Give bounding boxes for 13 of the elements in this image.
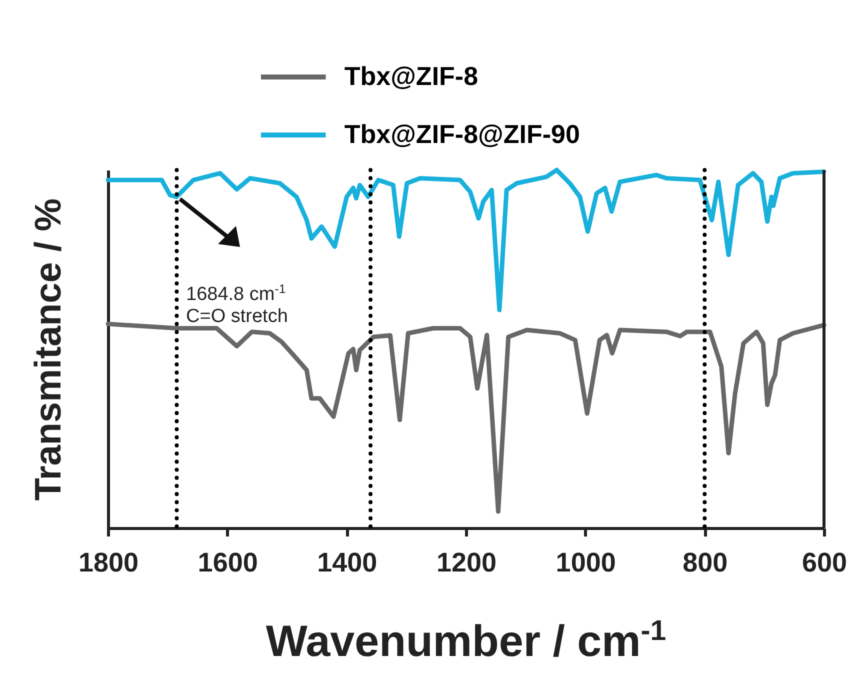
x-tick-label: 1600 <box>198 548 258 578</box>
x-tick-label: 1000 <box>556 548 616 578</box>
legend-label: Tbx@ZIF-8 <box>344 61 478 91</box>
x-tick-label: 1400 <box>317 548 378 578</box>
x-tick-label: 800 <box>682 548 728 578</box>
x-tick-label: 1800 <box>78 548 139 578</box>
annotation: C=O stretch <box>186 306 288 327</box>
annotation: 1684.8 cm$^{-1}$ <box>186 282 286 305</box>
legend-label: Tbx@ZIF-8@ZIF-90 <box>344 119 580 149</box>
x-tick-label: 600 <box>802 548 848 578</box>
x-axis-title: Wavenumber / cm$^{-1}$ <box>266 615 666 666</box>
x-tick-label: 1200 <box>436 548 497 578</box>
y-axis-title: Transmitance / % <box>28 198 68 501</box>
